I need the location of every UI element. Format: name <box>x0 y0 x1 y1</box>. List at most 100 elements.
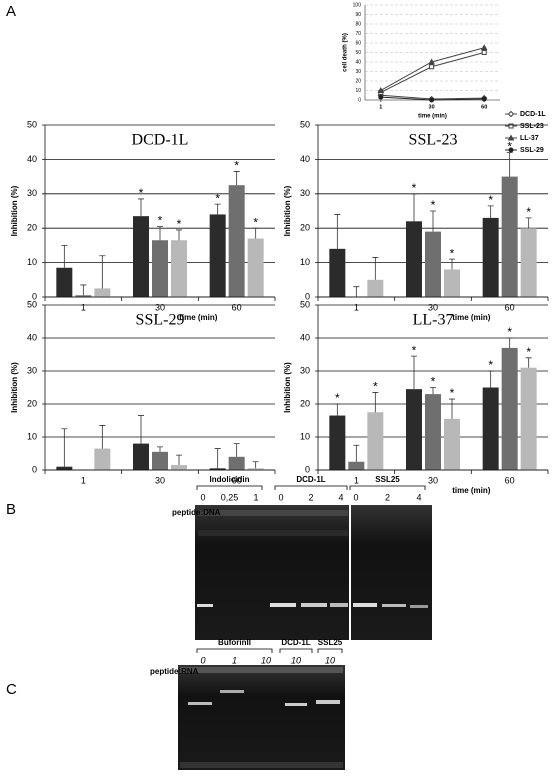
bar <box>209 468 226 470</box>
gel-image-c <box>178 665 345 770</box>
group-bracket <box>279 648 313 653</box>
y-tick-label: 0 <box>32 464 37 474</box>
y-tick-label: 20 <box>300 223 310 233</box>
group-label: DCD-1L <box>296 475 325 484</box>
y-tick-label: 50 <box>300 119 310 129</box>
error-bar <box>353 444 360 462</box>
x-tick-label: 60 <box>505 475 515 485</box>
point <box>481 96 487 102</box>
significance-label: * <box>177 217 182 231</box>
bar <box>520 228 537 297</box>
error-bar <box>176 454 182 466</box>
y-axis-label: Inhibition (%) <box>10 362 19 413</box>
x-tick-label: 30 <box>155 302 165 312</box>
bar <box>444 418 460 470</box>
bar <box>367 412 384 470</box>
row-label: peptide:RNA <box>150 667 199 676</box>
error-bar <box>525 217 532 229</box>
significance-label: * <box>412 181 417 195</box>
lane-label: 0,25 <box>221 492 239 502</box>
group-bracket <box>317 648 343 653</box>
point <box>428 58 435 65</box>
error-bar <box>214 203 221 215</box>
error-bar <box>487 370 494 388</box>
error-bar <box>252 227 259 239</box>
point <box>429 97 435 103</box>
y-tick-label: 40 <box>27 332 37 342</box>
x-axis-label: time (min) <box>179 313 218 322</box>
y-tick-label: 10 <box>300 431 310 441</box>
x-tick-label: 60 <box>481 104 487 110</box>
significance-label: * <box>507 140 512 154</box>
row-label: peptide:DNA <box>172 508 221 517</box>
error-bar <box>176 229 182 241</box>
bar <box>247 468 264 470</box>
bar <box>520 367 537 470</box>
y-tick-label: 30 <box>27 365 37 375</box>
error-bar <box>525 357 532 368</box>
y-tick-label: 30 <box>27 188 37 198</box>
y-axis-label: Inhibition (%) <box>283 185 292 236</box>
point <box>378 94 384 100</box>
error-bar <box>372 257 379 280</box>
bar <box>406 221 422 297</box>
y-tick-label: 80 <box>355 21 361 27</box>
y-tick-label: 0 <box>305 291 310 301</box>
gel-image-b <box>195 505 432 640</box>
error-bar <box>353 286 360 297</box>
error-bar <box>372 392 379 413</box>
point <box>377 86 385 93</box>
y-tick-label: 20 <box>27 223 37 233</box>
bar <box>247 238 264 297</box>
y-tick-label: 50 <box>300 299 310 309</box>
error-bar <box>138 415 144 444</box>
x-tick-label: 60 <box>505 302 515 312</box>
bar <box>56 466 73 470</box>
y-tick-label: 10 <box>27 431 37 441</box>
error-bar <box>411 193 417 222</box>
y-tick-label: 40 <box>355 59 361 65</box>
bar <box>171 465 187 470</box>
group-bracket <box>196 648 273 653</box>
x-tick-label: 30 <box>429 104 435 110</box>
y-axis-label: Inhibition (%) <box>10 185 19 236</box>
y-tick-label: 100 <box>353 2 362 8</box>
chart-title: LL-37 <box>413 312 454 329</box>
group-bracket <box>349 485 426 490</box>
bar <box>444 269 460 297</box>
bar <box>425 394 441 470</box>
y-tick-label: 60 <box>355 40 361 46</box>
bar <box>406 389 422 470</box>
error-bar <box>334 214 341 249</box>
panel-label: B <box>6 501 16 518</box>
group-label: SSL25 <box>375 475 400 484</box>
lane-label: 0 <box>353 492 358 502</box>
error-bar <box>157 226 163 241</box>
y-tick-label: 20 <box>300 398 310 408</box>
bar <box>329 248 346 297</box>
error-bar <box>233 443 240 457</box>
bar <box>75 295 92 297</box>
point <box>429 64 435 70</box>
lane-label: 2 <box>308 492 313 502</box>
bar <box>501 176 518 297</box>
error-bar <box>233 171 240 186</box>
legend-label: SSL-29 <box>520 147 544 154</box>
y-tick-label: 50 <box>27 299 37 309</box>
significance-label: * <box>488 358 493 372</box>
significance-label: * <box>450 386 455 400</box>
error-bar <box>411 355 417 390</box>
error-bar <box>61 428 68 467</box>
lane-label: 10 <box>325 655 335 665</box>
x-tick-label: 60 <box>232 302 242 312</box>
y-tick-label: 40 <box>27 154 37 164</box>
series-line <box>380 52 485 93</box>
significance-label: * <box>215 191 220 205</box>
error-bar <box>506 337 513 348</box>
error-bar <box>99 425 106 449</box>
legend-marker <box>507 134 515 141</box>
x-tick-label: 60 <box>232 475 242 485</box>
error-bar <box>80 284 87 296</box>
bar <box>367 279 384 297</box>
